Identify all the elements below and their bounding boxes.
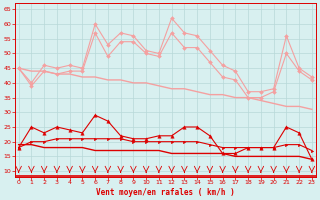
X-axis label: Vent moyen/en rafales ( km/h ): Vent moyen/en rafales ( km/h ) [96,188,235,197]
